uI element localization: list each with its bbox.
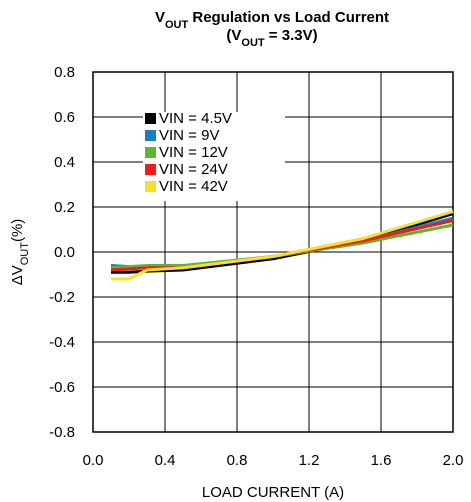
legend-label: VIN = 9V xyxy=(159,127,219,144)
title-part: V xyxy=(155,9,165,26)
y-tick-label: 0.2 xyxy=(54,199,75,216)
x-tick-label: 0.8 xyxy=(227,452,248,469)
title-part: = 3.3V) xyxy=(265,27,318,44)
title-part: OUT xyxy=(165,19,189,31)
x-tick-label: 0.0 xyxy=(83,452,104,469)
y-tick-label: -0.8 xyxy=(49,424,75,441)
y-tick-label: -0.4 xyxy=(49,334,75,351)
series-line xyxy=(111,212,454,274)
legend-swatch xyxy=(145,130,156,141)
title-part: OUT xyxy=(241,37,265,49)
legend-label: VIN = 42V xyxy=(159,178,228,195)
legend-swatch xyxy=(145,164,156,175)
y-axis-label: ΔVOUT(%) xyxy=(9,219,31,286)
y-tick-label: 0.8 xyxy=(54,64,75,81)
legend-label: VIN = 24V xyxy=(159,161,228,178)
legend-label: VIN = 12V xyxy=(159,144,228,161)
x-tick-label: 0.4 xyxy=(155,452,176,469)
legend-box xyxy=(143,112,285,201)
chart-title: VOUT Regulation vs Load Current xyxy=(155,9,389,31)
series-line xyxy=(111,210,454,281)
y-label-part: ΔV xyxy=(9,265,26,285)
y-tick-label: -0.6 xyxy=(49,379,75,396)
plot-frame xyxy=(92,71,454,433)
title-part: (V xyxy=(226,27,241,44)
legend-swatch xyxy=(145,113,156,124)
y-tick-label: -0.2 xyxy=(49,289,75,306)
series-line xyxy=(110,223,454,270)
y-tick-label: 0.0 xyxy=(54,244,75,261)
y-label-part: (%) xyxy=(9,219,26,242)
chart-title: (VOUT = 3.3V) xyxy=(226,27,317,49)
x-axis-label: LOAD CURRENT (A) xyxy=(202,484,344,501)
y-tick-label: 0.4 xyxy=(54,154,75,171)
legend-label: VIN = 4.5V xyxy=(159,110,232,127)
x-tick-label: 2.0 xyxy=(443,452,464,469)
title-part: Regulation vs Load Current xyxy=(188,9,389,26)
legend-swatch xyxy=(145,147,156,158)
x-tick-label: 1.2 xyxy=(299,452,320,469)
y-tick-label: 0.6 xyxy=(54,109,75,126)
x-tick-label: 1.6 xyxy=(371,452,392,469)
legend-swatch xyxy=(145,181,156,192)
y-label-part: OUT xyxy=(19,242,31,266)
